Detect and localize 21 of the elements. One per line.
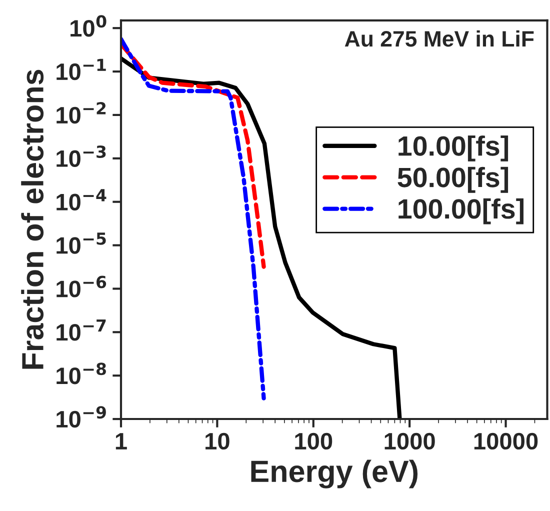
- y-tick-label: 10$^{−6}$: [56, 276, 106, 298]
- y-axis-title: Fraction of electrons: [21, 70, 44, 369]
- y-tick-label: 10$^{−4}$: [56, 189, 106, 210]
- y-tick-label: 10$^{−1}$: [56, 58, 106, 80]
- y-tick-label: 10$^{−5}$: [56, 232, 106, 254]
- x-tick-label: 10000: [474, 432, 538, 450]
- x-axis-title: Energy (eV): [251, 460, 418, 488]
- y-tick-label: 10$^{−2}$: [56, 102, 106, 124]
- x-tick-label: 100: [295, 432, 332, 450]
- y-tick-label: 10$^{0}$: [70, 15, 106, 37]
- y-tick-label: 10$^{−7}$: [56, 319, 106, 341]
- x-tick-label: 1000: [384, 432, 435, 450]
- y-tick-label: 10$^{−9}$: [56, 406, 106, 428]
- chart-title: Au 275 MeV in LiF: [344, 30, 534, 47]
- x-tick-label: 10: [206, 432, 230, 450]
- legend-label: 100.00[fs]: [398, 198, 524, 224]
- legend-label: 10.00[fs]: [398, 135, 508, 162]
- legend-label: 50.00[fs]: [398, 166, 508, 193]
- y-tick-label: 10$^{−8}$: [56, 362, 106, 384]
- x-tick-label: 1: [116, 433, 127, 450]
- y-tick-label: 10$^{−3}$: [56, 145, 106, 168]
